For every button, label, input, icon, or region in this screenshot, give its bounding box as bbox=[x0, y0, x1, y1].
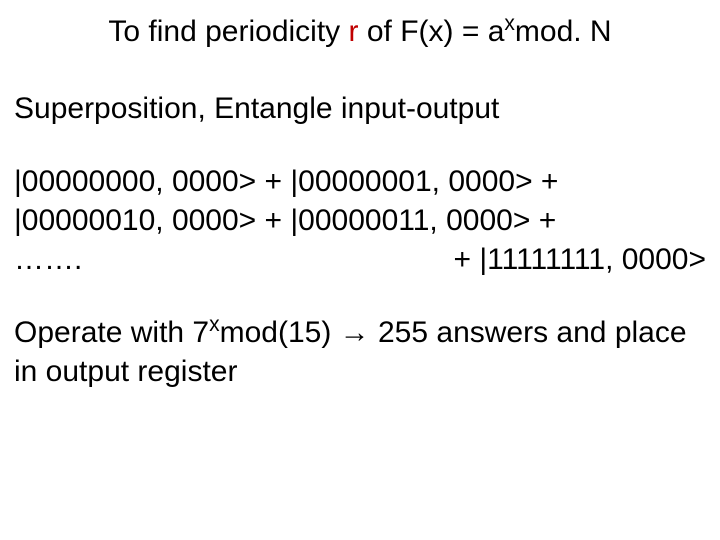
arrow-icon: → bbox=[340, 316, 370, 349]
ket-row-2: |00000010, 0000> + |00000011, 0000> + bbox=[14, 201, 706, 240]
subheading: Superposition, Entangle input-output bbox=[14, 89, 706, 128]
title-r: r bbox=[349, 15, 359, 48]
operate-mid: mod(15) bbox=[220, 316, 340, 349]
operate-text: Operate with 7xmod(15) → 255 answers and… bbox=[14, 313, 706, 391]
ket-final: + |11111111, 0000> bbox=[454, 240, 706, 279]
ket-row-1: |00000000, 0000> + |00000001, 0000> + bbox=[14, 162, 706, 201]
operate-pre: Operate with 7 bbox=[14, 316, 209, 349]
slide-title: To find periodicity r of F(x) = axmod. N bbox=[14, 12, 706, 51]
operate-exponent: x bbox=[209, 313, 220, 336]
title-mid: of F(x) = a bbox=[359, 15, 505, 48]
title-exponent: x bbox=[504, 12, 515, 35]
title-lead: To find periodicity bbox=[108, 15, 348, 48]
ket-ellipsis: ……. bbox=[14, 240, 82, 279]
title-tail: mod. N bbox=[515, 15, 612, 48]
ket-row-3: ……. + |11111111, 0000> bbox=[14, 240, 706, 279]
ket-block: |00000000, 0000> + |00000001, 0000> + |0… bbox=[14, 162, 706, 279]
